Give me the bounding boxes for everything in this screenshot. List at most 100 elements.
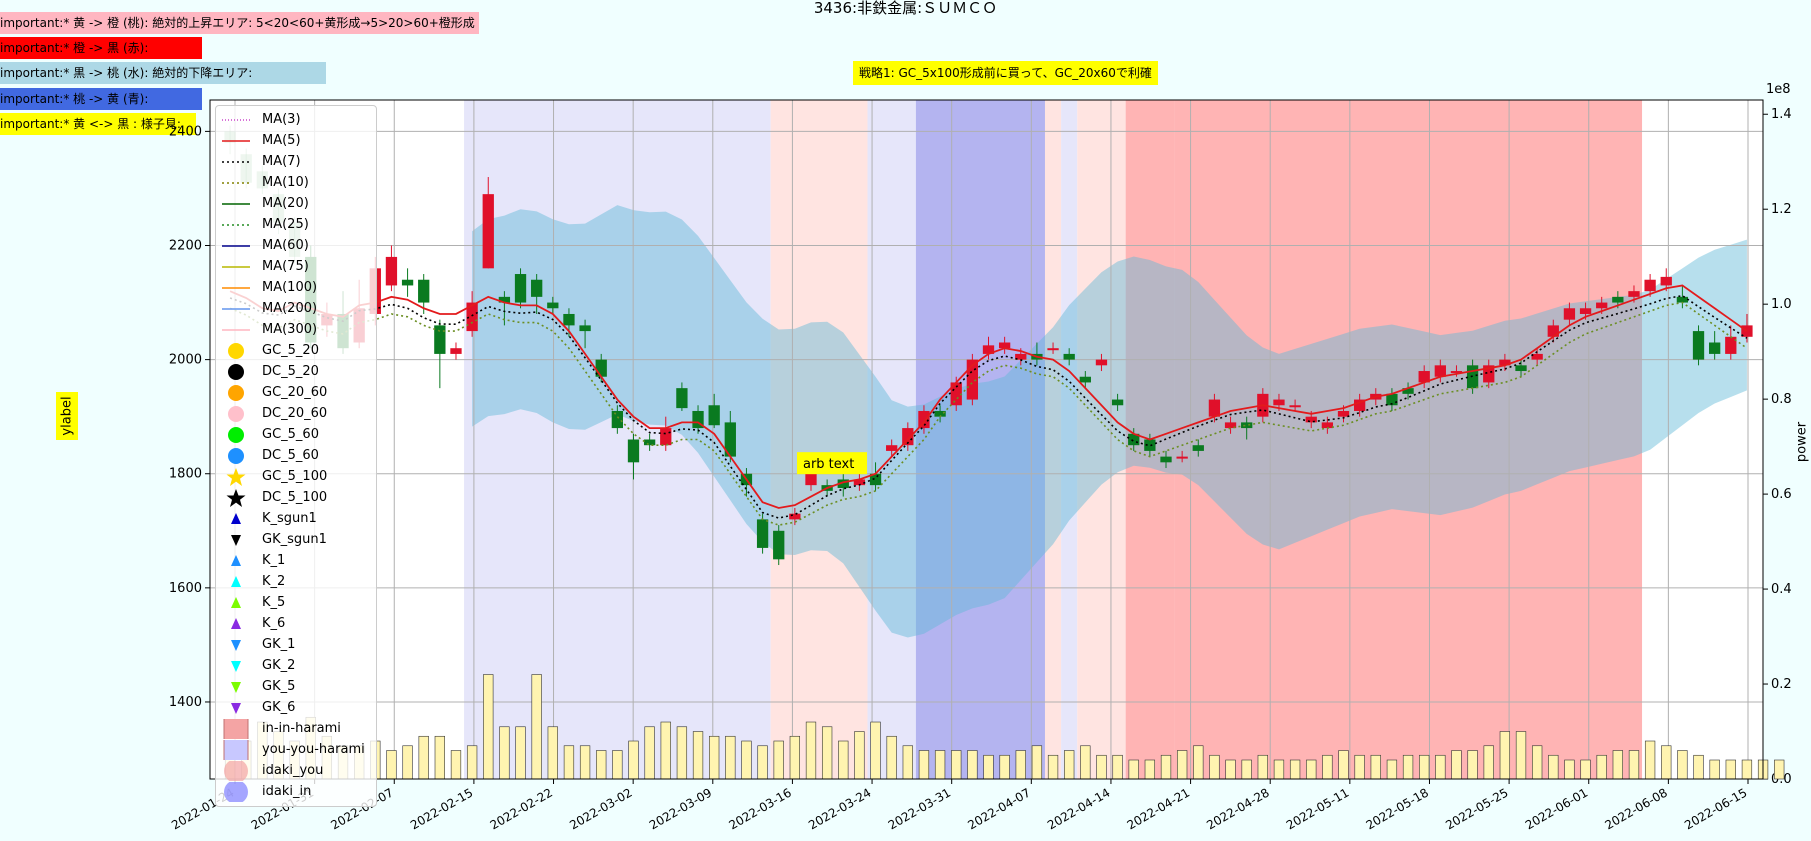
legend-item-11: GC_5_20 [216,341,376,361]
legend-marker-23 [231,597,241,608]
legend-marker-14 [228,406,244,422]
candle-body-54 [1095,359,1108,366]
power-bar-79 [1499,731,1511,780]
power-bar-63 [1241,759,1252,780]
power-bar-51 [1047,754,1059,780]
power-bar-47 [983,754,994,780]
legend-marker-30 [223,740,249,760]
candle-body-14 [450,348,462,354]
legend-label-21: K_1 [262,553,286,568]
candle-body-82 [1547,325,1559,337]
candle-body-42 [902,428,914,446]
candle-body-61 [1208,399,1221,417]
legend-label-9: MA(200) [262,301,318,316]
candle-body-11 [401,279,414,286]
candle-body-29 [692,410,704,429]
candle-body-67 [1305,416,1317,423]
candle-body-43 [918,410,930,429]
legend-marker-13 [228,385,244,401]
power-bar-84 [1580,759,1591,780]
power-bar-33 [757,745,768,780]
legend-marker-32 [224,782,248,802]
power-bar-12 [418,735,429,780]
power-bar-32 [741,740,752,780]
y2-tick-label-5: 1.0 [1771,297,1792,312]
candle-body-72 [1386,393,1398,406]
legend-swatch-13 [228,385,244,401]
legend-marker-25 [231,640,241,651]
candle-body-68 [1321,422,1334,429]
power-bar-13 [434,735,445,780]
strategy-label: 戦略1: GC_5x100形成前に買って、GC_20x60で利確 [853,61,1158,85]
candle-body-94 [1741,325,1753,337]
x-tick-label-13: 2022-04-28 [1204,785,1271,832]
annotation-box [796,452,867,475]
legend-label-19: K_sgun1 [262,511,317,526]
y-tick-label-2: 1800 [169,467,202,482]
power-bar-66 [1289,759,1301,780]
power-bar-59 [1177,750,1188,780]
x-tick-label-14: 2022-05-11 [1284,785,1351,832]
power-bar-36 [805,721,817,780]
candle-body-31 [724,422,736,457]
annotation-text: arb text [803,457,854,472]
legend-item-28: GK_6 [216,698,376,718]
legend-swatch-0 [222,119,250,121]
legend-swatch-25 [231,640,241,651]
legend-label-2: MA(7) [262,154,301,169]
legend-marker-24 [231,618,241,629]
candle-body-45 [950,382,962,406]
legend-marker-15 [228,427,244,443]
legend-item-12: DC_5_20 [216,362,376,382]
x-tick-label-5: 2022-03-02 [567,785,634,832]
power-bar-60 [1193,745,1204,780]
legend-item-23: K_5 [216,593,376,613]
legend-swatch-6 [222,245,250,247]
power-bar-50 [1031,745,1043,780]
x-tick-label-3: 2022-02-15 [408,785,475,832]
legend-label-20: GK_sgun1 [262,532,327,547]
ma5-line [229,284,1748,509]
candle-body-35 [789,513,801,520]
power-bar-86 [1612,750,1623,780]
candle-body-81 [1531,353,1543,360]
legend-label-28: GK_6 [262,700,296,715]
candle-body-16 [482,194,494,269]
candle-body-87 [1628,291,1640,297]
shaded-region-3 [915,100,1045,779]
x-tick-label-8: 2022-03-24 [806,785,873,832]
legend-swatch-17 [226,468,246,486]
candle-body-24 [611,410,624,429]
legend-item-24: K_6 [216,614,376,634]
shaded-region-1 [770,100,868,779]
power-bar-30 [709,735,720,780]
power-bar-49 [1015,750,1026,780]
x-tick-label-15: 2022-05-18 [1364,785,1431,832]
candle-body-47 [982,345,995,354]
legend-item-17: GC_5_100 [216,467,376,487]
legend-label-12: DC_5_20 [262,364,319,379]
power-bar-55 [1112,754,1123,780]
shaded-region-0 [464,100,771,779]
legend-label-24: K_6 [262,616,286,631]
legend-item-4: MA(20) [216,194,376,214]
candle-body-40 [869,473,882,486]
power-bar-88 [1644,740,1656,780]
legend-swatch-12 [228,364,244,380]
power-bar-83 [1564,759,1575,780]
legend-item-2: MA(7) [216,152,376,172]
legend-marker-17 [226,468,246,486]
candle-body-80 [1515,365,1527,372]
power-bar-38 [838,740,849,780]
x-tick-label-10: 2022-04-07 [965,785,1032,832]
y-tick-label-5: 2400 [169,124,202,139]
candle-body-73 [1402,388,1414,394]
y2-tick-label-3: 0.6 [1771,487,1792,502]
legend-marker-22 [231,576,241,587]
shaded-region-6 [1077,100,1126,779]
legend-label-23: K_5 [262,595,286,610]
candle-body-66 [1289,405,1301,408]
power-bar-81 [1532,745,1543,780]
candle-body-39 [853,479,866,486]
